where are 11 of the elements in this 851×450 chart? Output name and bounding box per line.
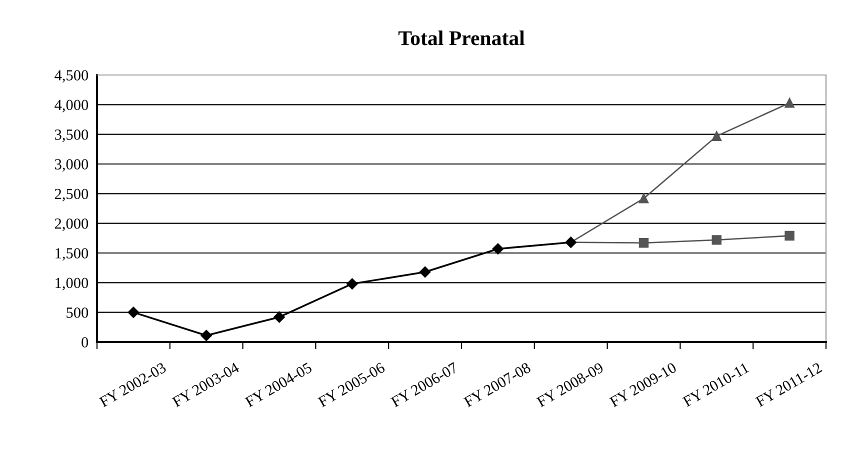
y-tick-label: 4,500 [54,70,88,83]
y-tick-label: 3,500 [55,129,88,142]
chart-title: Total Prenatal [398,30,525,46]
y-tick-label: 0 [82,337,88,348]
y-tick-label: 3,000 [55,159,88,172]
y-tick-label: 4,000 [54,100,88,112]
y-tick-label: 500 [66,307,88,318]
y-tick-label: 2,500 [54,188,88,202]
y-tick-label: 1,500 [56,248,88,261]
y-tick-label: 1,000 [56,278,88,290]
y-tick-label: 2,000 [54,218,88,231]
